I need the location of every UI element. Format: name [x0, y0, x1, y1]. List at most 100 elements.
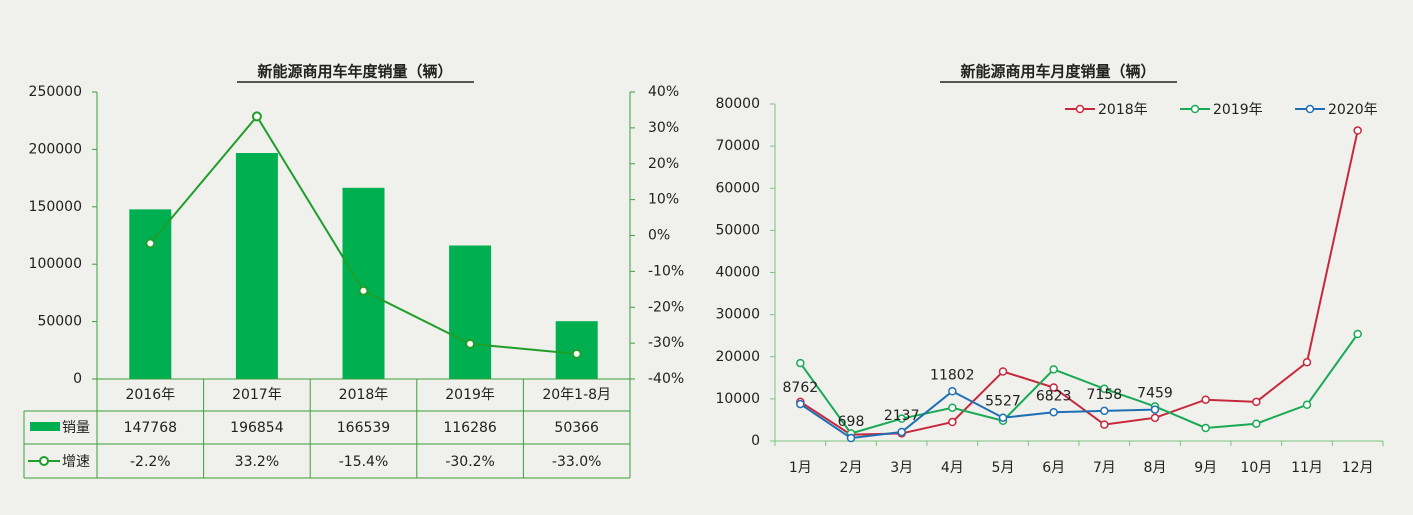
x-tick-label: 1月: [789, 460, 812, 476]
y-tick-label: 150000: [29, 199, 82, 215]
y-tick-label: 250000: [29, 84, 82, 100]
point: [1150, 405, 1160, 414]
point: [1049, 365, 1058, 374]
x-tick-label: 6月: [1042, 460, 1065, 476]
point: [1302, 400, 1312, 410]
series-line: [799, 333, 1359, 435]
point: [948, 417, 957, 427]
x-tick-label: 20年1-8月: [542, 387, 611, 403]
data-label: 7459: [1137, 386, 1173, 402]
y-tick-label: 80000: [715, 96, 760, 112]
x-tick-label: 10月: [1240, 460, 1272, 476]
x-tick-label: 2月: [840, 460, 863, 476]
table-cell: -33.0%: [552, 454, 602, 470]
point: [1302, 357, 1312, 367]
growth-point: [251, 111, 262, 122]
series-line: [799, 130, 1359, 436]
y2-tick-label: -40%: [648, 371, 684, 387]
x-tick-label: 4月: [941, 460, 964, 476]
y-tick-label: 20000: [715, 349, 760, 365]
x-tick-label: 12月: [1342, 460, 1374, 476]
bar: [129, 209, 172, 379]
y-tick-label: 200000: [29, 141, 82, 157]
legend-label: 2019年: [1213, 102, 1263, 118]
legend-label: 增速: [62, 454, 90, 470]
y-tick-label: 0: [73, 371, 82, 387]
x-tick-label: 3月: [890, 460, 913, 476]
point: [948, 387, 957, 396]
y2-tick-label: -30%: [648, 335, 684, 351]
point: [1049, 408, 1058, 417]
point: [1150, 413, 1160, 423]
point: [1201, 423, 1210, 433]
point: [1049, 383, 1058, 392]
bar: [342, 187, 385, 379]
legend-swatch: [39, 456, 49, 466]
y2-tick-label: -10%: [648, 263, 684, 279]
legend-swatch: [30, 422, 60, 431]
legend-label: 2020年: [1328, 102, 1378, 118]
growth-point: [571, 348, 582, 359]
x-tick-label: 5月: [992, 460, 1015, 476]
data-label: 5527: [985, 394, 1021, 410]
point: [998, 367, 1008, 376]
point: [796, 358, 805, 368]
table-cell: -30.2%: [445, 454, 495, 470]
point: [998, 413, 1008, 422]
y2-tick-label: -20%: [648, 299, 684, 315]
y-tick-label: 70000: [715, 138, 760, 154]
table-cell: 147768: [124, 420, 177, 436]
series-line: [799, 390, 1156, 440]
point: [897, 414, 906, 423]
point: [1100, 420, 1109, 429]
x-tick-label: 9月: [1194, 460, 1217, 476]
y2-tick-label: 20%: [648, 156, 679, 172]
y-tick-label: 100000: [29, 256, 82, 272]
table-cell: 196854: [230, 420, 284, 436]
point: [897, 427, 906, 437]
data-label: 6823: [1036, 388, 1072, 404]
y-tick-label: 40000: [715, 265, 760, 281]
data-label: 2137: [884, 408, 920, 424]
x-tick-label: 11月: [1291, 460, 1323, 476]
data-label: 7158: [1087, 387, 1123, 403]
y-tick-label: 50000: [37, 314, 82, 330]
point: [948, 403, 957, 412]
chart-title: 新能源商用车年度销量（辆）: [257, 63, 452, 81]
legend-swatch: [1075, 104, 1085, 114]
bar: [449, 245, 492, 379]
growth-point: [358, 285, 369, 296]
data-label: 11802: [930, 367, 975, 383]
y-tick-label: 50000: [715, 222, 760, 238]
data-label: 698: [838, 414, 865, 430]
y2-tick-label: 0%: [648, 228, 670, 244]
legend-label: 2018年: [1098, 102, 1148, 118]
bar: [235, 153, 278, 379]
point: [1201, 395, 1210, 404]
y2-tick-label: 40%: [648, 84, 679, 100]
x-tick-label: 2018年: [339, 387, 389, 403]
point: [796, 399, 805, 409]
point: [1353, 329, 1362, 339]
legend-swatch: [1305, 104, 1315, 114]
point: [1100, 384, 1109, 394]
point: [1252, 419, 1261, 428]
legend-label: 销量: [62, 420, 90, 436]
x-tick-label: 2019年: [445, 387, 495, 403]
x-tick-label: 2017年: [232, 387, 282, 403]
point: [846, 433, 856, 443]
x-tick-label: 7月: [1093, 460, 1116, 476]
table-cell: 116286: [443, 420, 497, 436]
y2-tick-label: 30%: [648, 120, 679, 136]
y-tick-label: 0: [751, 433, 760, 449]
x-tick-label: 8月: [1144, 460, 1167, 476]
point: [1353, 126, 1362, 135]
table-cell: -15.4%: [339, 454, 389, 470]
y2-tick-label: 10%: [648, 192, 679, 208]
x-tick-label: 2016年: [125, 387, 175, 403]
table-cell: 33.2%: [235, 454, 279, 470]
y-tick-label: 30000: [715, 307, 760, 323]
point: [1100, 406, 1109, 416]
data-label: 8762: [783, 380, 819, 396]
